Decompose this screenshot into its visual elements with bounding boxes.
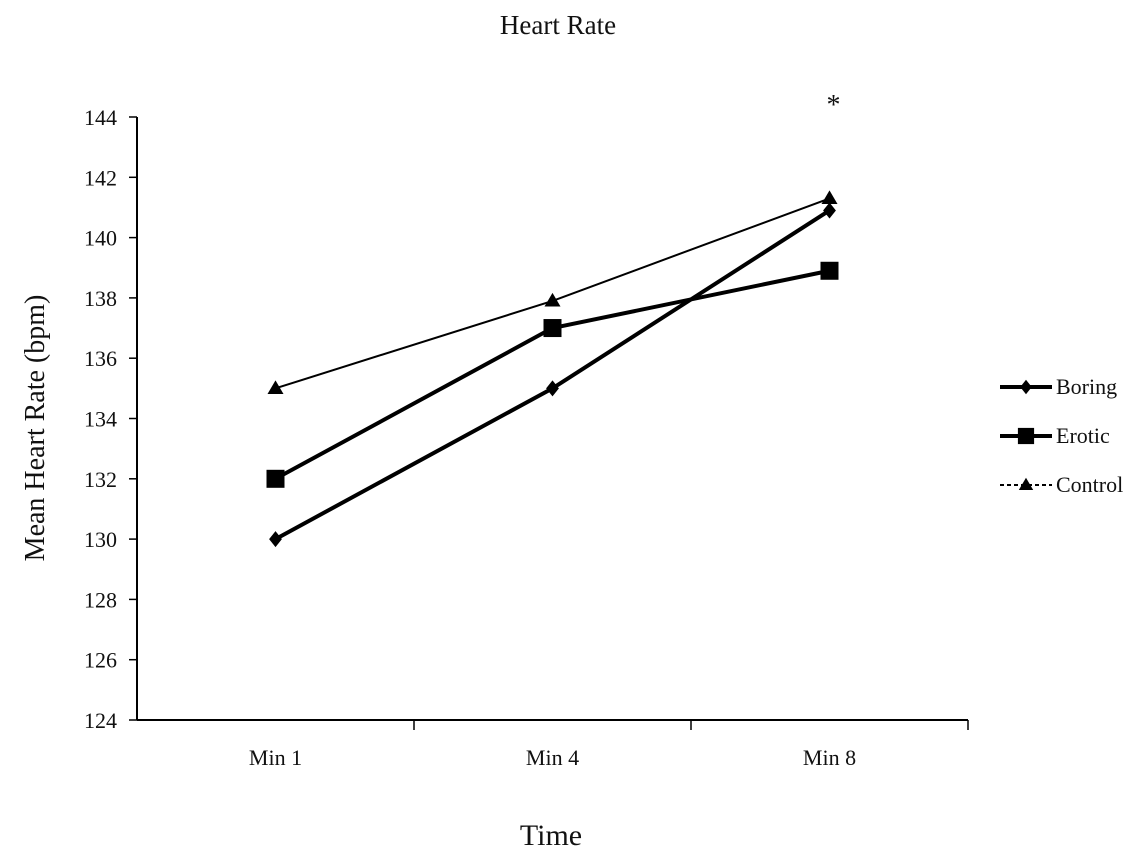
y-tick-label: 138 — [84, 286, 117, 311]
y-tick-label: 144 — [84, 105, 117, 130]
x-tick-label: Min 8 — [803, 745, 856, 770]
data-point-control — [544, 292, 561, 307]
y-tick-label: 134 — [84, 407, 117, 432]
data-point-boring — [546, 380, 559, 397]
data-point-erotic — [266, 469, 285, 488]
data-point-boring — [269, 531, 282, 548]
data-point-control — [821, 190, 838, 205]
x-tick-label: Min 4 — [526, 745, 579, 770]
legend-item-control: Control — [1000, 472, 1123, 497]
data-point-erotic — [820, 261, 839, 280]
y-tick-label: 132 — [84, 467, 117, 492]
y-tick-label: 126 — [84, 648, 117, 673]
data-point-erotic — [543, 319, 562, 338]
y-tick-label: 136 — [84, 346, 117, 371]
y-tick-label: 124 — [84, 708, 117, 733]
series-boring — [269, 202, 836, 548]
legend-marker-control — [1018, 477, 1034, 491]
legend-label: Boring — [1056, 374, 1117, 399]
legend: Boring Erotic Control — [1000, 374, 1123, 497]
series-line-boring — [274, 208, 831, 541]
chart-title: Heart Rate — [500, 10, 616, 40]
legend-label: Control — [1056, 472, 1123, 497]
y-axis-label: Mean Heart Rate (bpm) — [20, 295, 51, 562]
legend-label: Erotic — [1056, 423, 1110, 448]
annotation-layer: * — [827, 90, 841, 121]
y-tick-label: 142 — [84, 165, 117, 190]
y-tick-label: 130 — [84, 527, 117, 552]
x-tick-label: Min 1 — [249, 745, 302, 770]
data-point-boring — [823, 202, 836, 219]
data-point-control — [267, 380, 284, 394]
x-axis-label: Time — [520, 819, 582, 852]
series-erotic — [266, 261, 839, 488]
axes: 124 126 128 130 132 134 136 138 140 142 144 Min 1 Mi… — [84, 105, 969, 770]
series-layer — [266, 190, 839, 548]
legend-marker-erotic — [1017, 427, 1035, 445]
significance-asterisk: * — [827, 90, 841, 121]
legend-item-erotic: Erotic — [1000, 423, 1110, 448]
legend-marker-boring — [1020, 379, 1032, 395]
series-control — [267, 190, 838, 394]
legend-item-boring: Boring — [1000, 374, 1117, 399]
y-tick-label: 128 — [84, 587, 117, 612]
y-tick-label: 140 — [84, 226, 117, 251]
